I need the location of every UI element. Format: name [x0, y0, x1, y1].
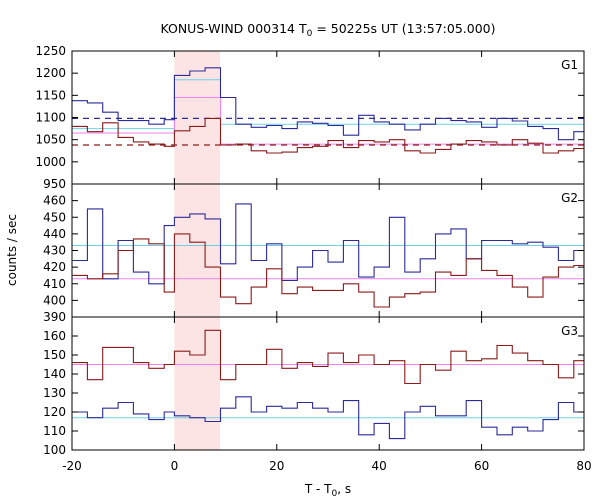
burst-interval-highlight [174, 51, 220, 184]
series-line-dark-red [72, 117, 584, 154]
panel-label: G1 [561, 58, 578, 72]
x-tick-label: 40 [372, 459, 387, 473]
y-axis-label: counts / sec [5, 214, 19, 286]
y-tick-label: 130 [43, 386, 66, 400]
x-axis-tick-labels: -20 0 20 40 60 80 [62, 459, 591, 473]
panel-g3: 100 110 120 130 140 150 160 G3 [43, 316, 585, 457]
panel-frame [71, 316, 585, 451]
y-tick-label: 140 [43, 367, 66, 381]
y-tick-label: 1050 [35, 133, 66, 147]
burst-interval-highlight [174, 184, 220, 317]
panel-group: 950100010501100115012001250G139040041042… [35, 44, 591, 473]
y-tick-label: 450 [43, 210, 66, 224]
y-tick-label: 460 [43, 194, 66, 208]
x-tick-label: 0 [171, 459, 179, 473]
panel-label: G2 [561, 191, 578, 205]
background-level-line [72, 79, 584, 130]
y-tick-label: 400 [43, 293, 66, 307]
y-tick-label: 440 [43, 227, 66, 241]
burst-interval-highlight [174, 317, 220, 450]
x-tick-label: 80 [576, 459, 591, 473]
panel-label: G3 [561, 324, 578, 338]
panel-frame [71, 50, 585, 185]
series-line-dark-blue [72, 67, 584, 141]
background-level-line [72, 97, 584, 145]
series-line-dark-blue [72, 396, 584, 440]
x-axis-label: T - T0, s [304, 482, 351, 499]
y-tick-label: 1100 [35, 111, 66, 125]
y-tick-label: 100 [43, 443, 66, 457]
y-tick-label: 160 [43, 329, 66, 343]
y-tick-label: 120 [43, 405, 66, 419]
y-tick-label: 150 [43, 348, 66, 362]
x-tick-label: -20 [62, 459, 82, 473]
y-tick-label: 1150 [35, 88, 66, 102]
y-tick-label: 1250 [35, 44, 66, 58]
panel-g1: 950 1000 1050 1100 1150 1200 1250 G1 [35, 44, 585, 191]
y-tick-label: 410 [43, 277, 66, 291]
y-tick-label: 420 [43, 260, 66, 274]
series-line-dark-red [72, 233, 584, 308]
y-tick-label: 110 [43, 424, 66, 438]
y-tick-label: 1200 [35, 66, 66, 80]
y-tick-label: 1000 [35, 155, 66, 169]
y-tick-label: 430 [43, 244, 66, 258]
y-tick-label: 950 [43, 177, 66, 191]
x-tick-label: 60 [474, 459, 489, 473]
series-line-dark-red [72, 329, 584, 385]
chart-title: KONUS-WIND 000314 T0 = 50225s UT (13:57:… [160, 21, 495, 39]
y-tick-label: 390 [43, 310, 66, 324]
x-tick-label: 20 [269, 459, 284, 473]
panel-g2: 390 400 410 420 430 440 450 460 G2 [43, 183, 585, 324]
